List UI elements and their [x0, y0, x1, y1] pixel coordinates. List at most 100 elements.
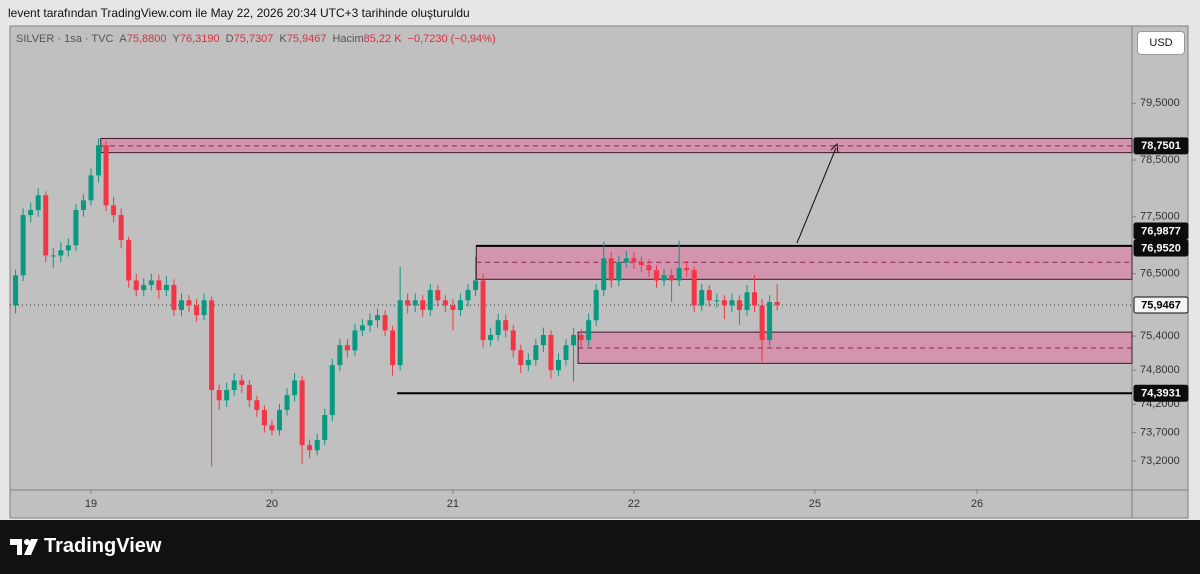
legend: SILVER · 1sa · TVC A75,8800 Y76,3190 D75,73…: [16, 33, 496, 45]
x-tick-label: 21: [447, 498, 459, 510]
candle-body: [111, 205, 117, 216]
candle-body: [465, 290, 471, 301]
candle-body: [239, 380, 245, 385]
candle-body: [141, 284, 147, 291]
candle-body: [601, 258, 607, 291]
candle-body: [744, 292, 750, 310]
chart: 79,5000 78,5000 77,5000 76,5000 75,4000 74,80…: [9, 25, 1189, 519]
candle-body: [65, 245, 71, 251]
candle-body: [736, 300, 742, 310]
candle-body: [669, 275, 675, 281]
candle-body: [344, 345, 350, 351]
candle-body: [307, 445, 313, 451]
candle-body: [246, 384, 252, 401]
legend-item: K75,9467: [279, 33, 326, 45]
candle-body: [608, 258, 614, 281]
candle-body: [616, 262, 622, 281]
candle-body: [322, 415, 328, 441]
legend-text: SILVER · 1sa · TVC: [16, 33, 114, 45]
candle-body: [691, 270, 697, 306]
candle-body: [171, 284, 177, 310]
candle-body: [58, 250, 64, 256]
candle-body: [231, 380, 237, 391]
legend-item: Hacim85,22 K: [332, 33, 401, 45]
price-tag: [1133, 239, 1189, 257]
candle-body: [631, 258, 637, 263]
candle-body: [646, 265, 652, 271]
y-tick-label: 75,4000: [1140, 330, 1180, 342]
candle-body: [13, 275, 19, 306]
chart-frame: [9, 25, 1189, 519]
candle-body: [284, 395, 290, 410]
candle-body: [714, 300, 720, 302]
candle-body: [495, 320, 501, 335]
candle-body: [525, 359, 531, 366]
legend-item: D75,7307: [226, 33, 274, 45]
candle-body: [194, 305, 200, 316]
candle-body: [488, 334, 494, 341]
marks: 79,5000 78,5000 77,5000 76,5000 75,4000 74,80…: [10, 97, 1189, 510]
candle-body: [96, 145, 102, 176]
price-tag: [1133, 222, 1189, 240]
candle-body: [661, 275, 667, 281]
candle-body: [375, 315, 381, 321]
candle-body: [759, 305, 765, 341]
candle-body: [148, 280, 154, 285]
candle-body: [314, 440, 320, 451]
candle-body: [359, 325, 365, 331]
candle-body: [721, 300, 727, 306]
legend-text: Hacim: [332, 33, 364, 45]
candle-body: [156, 280, 162, 291]
candle-body: [578, 334, 584, 341]
price-tag-label: 76,9877: [1141, 225, 1181, 237]
candle-body: [73, 210, 79, 246]
candle-body: [352, 330, 358, 351]
price-tag: [1133, 137, 1189, 155]
candle-body: [684, 267, 690, 271]
y-tick-label: 73,2000: [1140, 455, 1180, 467]
candle-body: [20, 215, 26, 276]
legend-text: K: [279, 33, 287, 45]
candle-body: [654, 270, 660, 281]
candle-body: [186, 300, 192, 306]
y-tick-label: 73,7000: [1140, 427, 1180, 439]
candle-body: [209, 300, 215, 391]
currency-button[interactable]: USD: [1137, 31, 1185, 55]
logo-shape: [10, 539, 22, 555]
candle-body: [329, 365, 335, 416]
candle-body: [269, 425, 275, 431]
candle-body: [405, 300, 411, 306]
y-tick-label: 74,8000: [1140, 364, 1180, 376]
price-tag-label: 74,3931: [1141, 388, 1181, 400]
candle-body: [397, 300, 403, 366]
candle-body: [103, 145, 109, 206]
candle-body: [292, 380, 298, 396]
candle-body: [435, 290, 441, 301]
candle-body: [201, 300, 207, 316]
price-tag-label: 75,9467: [1141, 299, 1181, 311]
legend-item: Y76,3190: [173, 33, 220, 45]
candle-body: [586, 320, 592, 341]
y-tick-label: 77,5000: [1140, 211, 1180, 223]
logo-shape: [24, 539, 38, 555]
logo-icon: [10, 539, 38, 555]
candle-body: [261, 409, 267, 426]
candle-body: [80, 200, 86, 211]
candle-body: [767, 302, 773, 341]
candle-body: [133, 280, 139, 291]
candle-body: [729, 300, 735, 306]
candle-body: [571, 334, 577, 346]
candle-body: [43, 195, 49, 256]
x-tick-label: 20: [266, 498, 278, 510]
candle-body: [412, 300, 418, 306]
legend-item: A75,8800: [119, 33, 166, 45]
candle-body: [555, 359, 561, 371]
candle-body: [548, 334, 554, 371]
candle-body: [178, 300, 184, 310]
arrow-head: [830, 142, 839, 154]
legend-text: 75,9467: [286, 33, 327, 45]
candle-body: [442, 300, 448, 306]
candle-body: [337, 345, 343, 366]
legend-text: 76,3190: [179, 33, 220, 45]
